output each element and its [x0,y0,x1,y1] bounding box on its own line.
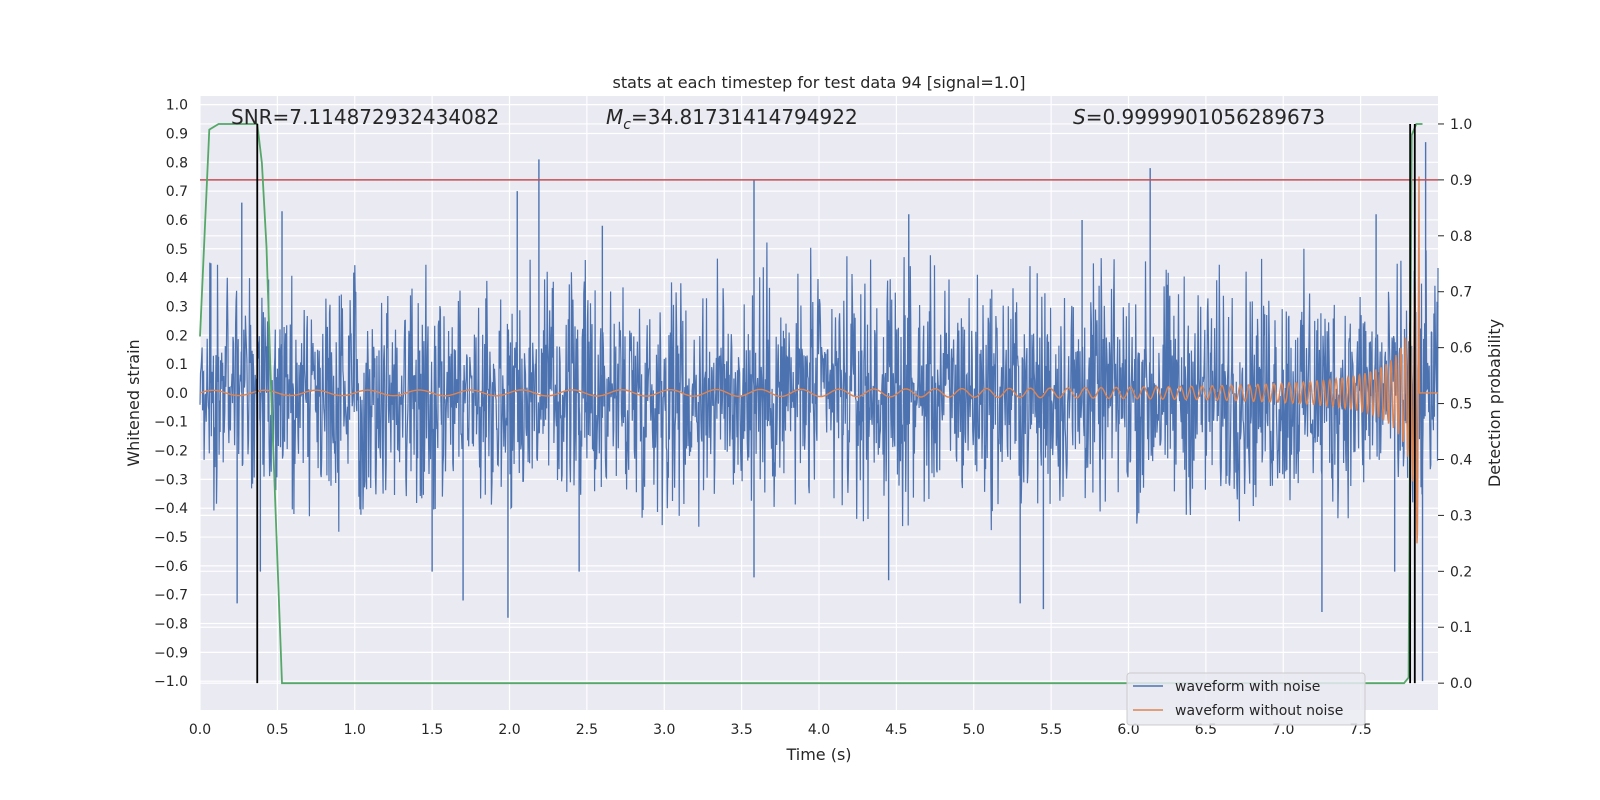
y-tick-label: −1.0 [154,674,188,690]
detection-probability-series [199,123,1438,685]
y-tick-label: −0.3 [154,472,188,488]
snr-annotation: SNR=7.114872932434082 [231,105,499,129]
x-tick-label: 1.5 [421,722,443,738]
chirp-mass-subscript: c [623,117,631,133]
noisy-waveform-series [199,142,1439,682]
detection-probability-line [199,123,1423,685]
y-tick-label: 0.0 [166,386,188,402]
y2-tick-label: 0.3 [1450,508,1472,524]
x-tick-label: 5.0 [963,722,985,738]
y-tick-label: −0.4 [154,501,188,517]
legend-box [1126,672,1366,726]
y2-tick-label: 0.4 [1450,452,1472,468]
y-tick-label: −0.9 [154,645,188,661]
x-tick-label: 4.0 [808,722,830,738]
noisy-waveform-line [199,240,1439,536]
y2-tick-label: 0.8 [1450,229,1472,245]
x-tick-label: 3.0 [653,722,675,738]
y2-tick-label: 0.5 [1450,397,1472,413]
chirp-mass-annotation: Mc=34.81731414794922 [606,105,858,133]
y-tick-label: 0.1 [166,357,188,373]
y-tick-label: 0.8 [166,155,188,171]
y-tick-label: 0.9 [166,126,188,142]
score-symbol: S [1073,105,1086,129]
score-annotation: S=0.9999901056289673 [1073,105,1325,129]
y2-tick-label: 0.7 [1450,285,1472,301]
x-axis-label: Time (s) [785,745,851,764]
x-tick-label: 7.0 [1272,722,1294,738]
y2-tick-label: 0.2 [1450,564,1472,580]
y-tick-label: −0.5 [154,530,188,546]
x-tick-label: 4.5 [885,722,907,738]
y-tick-label: −0.2 [154,444,188,460]
y2-axis-label: Detection probability [1485,319,1504,487]
x-tick-label: 0.0 [189,722,211,738]
y-tick-label: −0.1 [154,415,188,431]
y2-axis-ticks: 1.0 0.9 0.8 0.7 0.6 0.5 0.4 0.3 0.2 0.1 0.0 [1438,117,1472,692]
y-tick-label: −0.7 [154,588,188,604]
y-tick-label: 1.0 [166,98,188,114]
y-tick-label: −0.8 [154,617,188,633]
score-value: =0.9999901056289673 [1086,105,1325,129]
chirp-mass-value: =34.81731414794922 [631,105,858,129]
chart-title: stats at each timestep for test data 94 … [613,73,1026,92]
x-tick-label: 6.0 [1117,722,1139,738]
x-tick-label: 5.5 [1040,722,1062,738]
y2-tick-label: 1.0 [1450,117,1472,133]
y-tick-label: 0.4 [166,271,188,287]
y2-tick-label: 0.0 [1450,676,1472,692]
y-tick-label: −0.6 [154,559,188,575]
y-tick-label: 0.5 [166,242,188,258]
x-tick-label: 2.5 [576,722,598,738]
legend: waveform with noise waveform without noi… [1126,672,1366,726]
chirp-mass-symbol: M [606,105,623,129]
clean-waveform-series [199,176,1438,544]
legend-label-clean: waveform without noise [1175,703,1343,719]
clean-waveform-line [199,176,1438,544]
x-tick-label: 0.5 [266,722,288,738]
y-tick-label: 0.6 [166,213,188,229]
x-tick-label: 3.5 [730,722,752,738]
y-tick-label: 0.7 [166,184,188,200]
x-tick-label: 7.5 [1349,722,1371,738]
y2-tick-label: 0.9 [1450,173,1472,189]
x-tick-label: 1.0 [344,722,366,738]
y2-tick-label: 0.1 [1450,620,1472,636]
x-tick-label: 6.5 [1195,722,1217,738]
y-tick-label: 0.3 [166,299,188,315]
x-tick-label: 2.0 [498,722,520,738]
x-axis-ticks: 0.0 0.5 1.0 1.5 2.0 2.5 3.0 3.5 4.0 4.5 5.0 5.5 6.0 6… [189,722,1372,738]
y-axis-label: Whitened strain [124,339,143,466]
legend-label-noisy: waveform with noise [1175,679,1320,695]
y-tick-label: 0.2 [166,328,188,344]
y-axis-ticks: 1.0 0.9 0.8 0.7 0.6 0.5 0.4 0.3 0.2 0.1 0.0 −0.1 −0.… [154,98,188,691]
y2-tick-label: 0.6 [1450,341,1472,357]
event-markers [256,123,1416,684]
